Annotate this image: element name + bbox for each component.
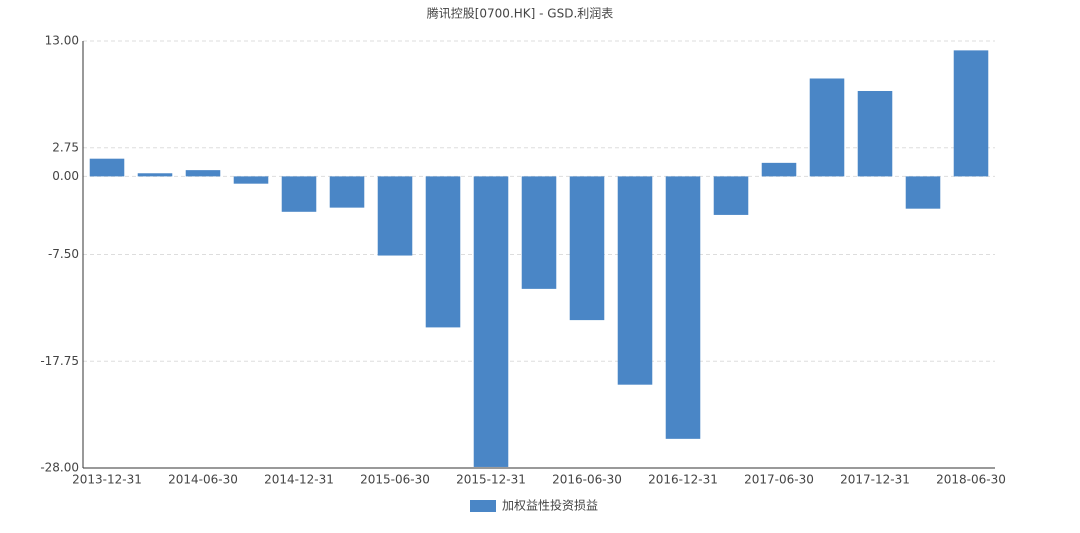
x-tick-label: 2014-06-30 [168,473,238,487]
x-tick-label: 2016-06-30 [552,473,622,487]
bar [329,176,365,208]
x-tick-label: 2015-06-30 [360,473,430,487]
bar [905,176,941,209]
bar [473,176,509,467]
x-tick-label: 2013-12-31 [72,473,142,487]
y-tick-label: 13.00 [45,34,79,48]
bar [569,176,605,321]
y-tick-label: -28.00 [40,461,79,475]
x-tick-label: 2016-12-31 [648,473,718,487]
x-tick-label: 2015-12-31 [456,473,526,487]
bar [89,158,125,177]
legend-label: 加权益性投资损益 [502,498,598,513]
y-tick-label: 2.75 [52,140,79,154]
bar [377,176,413,256]
y-tick-label: 0.00 [52,169,79,183]
x-tick-label: 2017-06-30 [744,473,814,487]
bar [281,176,317,212]
bar [665,176,701,439]
y-tick-label: -7.50 [48,247,79,261]
bar [953,50,989,177]
x-tick-label: 2017-12-31 [840,473,910,487]
bar [521,176,557,289]
chart-title: 腾讯控股[0700.HK] - GSD.利润表 [427,6,614,21]
bar [713,176,749,215]
bar [809,78,845,177]
bar [185,170,221,177]
bar [137,173,173,177]
bar [761,162,797,177]
bar [425,176,461,328]
legend-swatch [470,500,496,512]
bar [617,176,653,385]
x-tick-label: 2018-06-30 [936,473,1006,487]
bar [857,90,893,177]
y-tick-label: -17.75 [40,354,79,368]
x-tick-label: 2014-12-31 [264,473,334,487]
bar [233,176,269,184]
